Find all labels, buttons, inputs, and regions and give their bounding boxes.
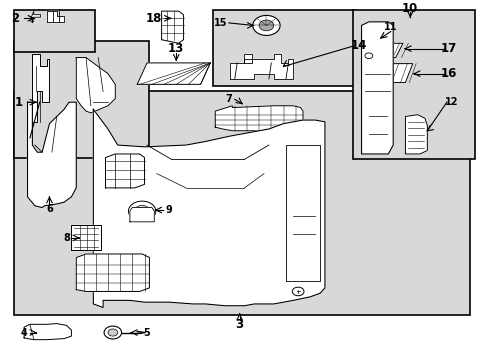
Text: 1: 1: [15, 96, 23, 109]
Polygon shape: [93, 109, 325, 307]
Text: 14: 14: [350, 39, 366, 52]
Text: 5: 5: [143, 328, 150, 338]
Polygon shape: [27, 102, 76, 207]
Polygon shape: [71, 225, 101, 251]
Polygon shape: [130, 207, 154, 222]
Polygon shape: [76, 58, 115, 113]
Polygon shape: [229, 54, 293, 79]
Circle shape: [252, 15, 280, 35]
Polygon shape: [215, 106, 303, 131]
Text: 6: 6: [46, 204, 53, 214]
Text: 2: 2: [11, 12, 20, 25]
Text: 7: 7: [225, 94, 232, 104]
Circle shape: [259, 20, 273, 31]
Circle shape: [364, 53, 372, 59]
Circle shape: [128, 201, 156, 221]
Polygon shape: [24, 324, 71, 340]
Text: 8: 8: [63, 233, 70, 243]
Polygon shape: [285, 145, 320, 281]
Circle shape: [292, 287, 304, 296]
Polygon shape: [32, 54, 49, 122]
Circle shape: [108, 329, 118, 336]
Text: 15: 15: [214, 18, 227, 28]
Polygon shape: [161, 11, 183, 43]
Text: 9: 9: [165, 205, 172, 215]
Text: 17: 17: [440, 42, 456, 55]
Polygon shape: [137, 63, 210, 84]
Text: 11: 11: [383, 22, 397, 32]
Polygon shape: [361, 22, 392, 154]
Polygon shape: [405, 115, 427, 154]
Polygon shape: [105, 154, 144, 188]
Text: 16: 16: [440, 67, 457, 80]
Text: 3: 3: [235, 318, 243, 331]
Polygon shape: [76, 254, 149, 292]
Bar: [14, 91, 469, 315]
Bar: [212, 10, 353, 86]
Polygon shape: [47, 11, 64, 22]
Bar: [14, 10, 95, 52]
Circle shape: [134, 206, 150, 217]
Bar: [14, 41, 149, 158]
Polygon shape: [31, 11, 41, 22]
Text: 4: 4: [20, 328, 27, 338]
Text: 12: 12: [444, 97, 458, 107]
Bar: [352, 10, 474, 159]
Text: 18: 18: [146, 12, 162, 25]
Text: 13: 13: [168, 42, 184, 55]
Text: 10: 10: [401, 2, 418, 15]
Polygon shape: [361, 64, 412, 82]
Circle shape: [104, 326, 122, 339]
Polygon shape: [363, 43, 402, 58]
